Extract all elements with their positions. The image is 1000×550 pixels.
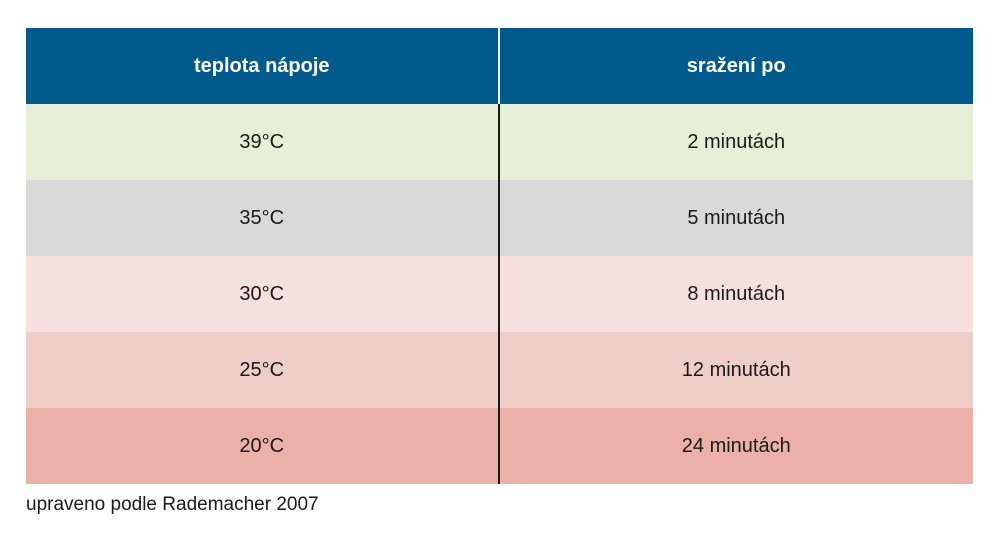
temperature-table: teplota nápoje sražení po 39°C 2 minutác… <box>26 28 973 484</box>
table-row: 20°C 24 minutách <box>26 408 973 484</box>
cell-time: 2 minutách <box>687 130 786 153</box>
cell-time: 8 minutách <box>687 282 786 305</box>
table-header-row: teplota nápoje sražení po <box>26 28 973 104</box>
cell-temperature: 39°C <box>26 104 500 180</box>
header-clotting-time: sražení po <box>499 28 973 104</box>
source-footnote: upraveno podle Rademacher 2007 <box>26 494 319 515</box>
cell-temperature: 25°C <box>26 332 500 408</box>
cell-temperature: 20°C <box>26 408 500 484</box>
cell-time: 24 minutách <box>681 434 791 457</box>
table-row: 25°C 12 minutách <box>26 332 973 408</box>
cell-temperature: 30°C <box>26 256 500 332</box>
cell-time: 12 minutách <box>681 358 791 381</box>
cell-time: 5 minutách <box>687 206 786 229</box>
header-temperature: teplota nápoje <box>26 28 500 104</box>
table-row: 39°C 2 minutách <box>26 104 973 180</box>
table-row: 30°C 8 minutách <box>26 256 973 332</box>
table-row: 35°C 5 minutách <box>26 180 973 256</box>
cell-temperature: 35°C <box>26 180 500 256</box>
